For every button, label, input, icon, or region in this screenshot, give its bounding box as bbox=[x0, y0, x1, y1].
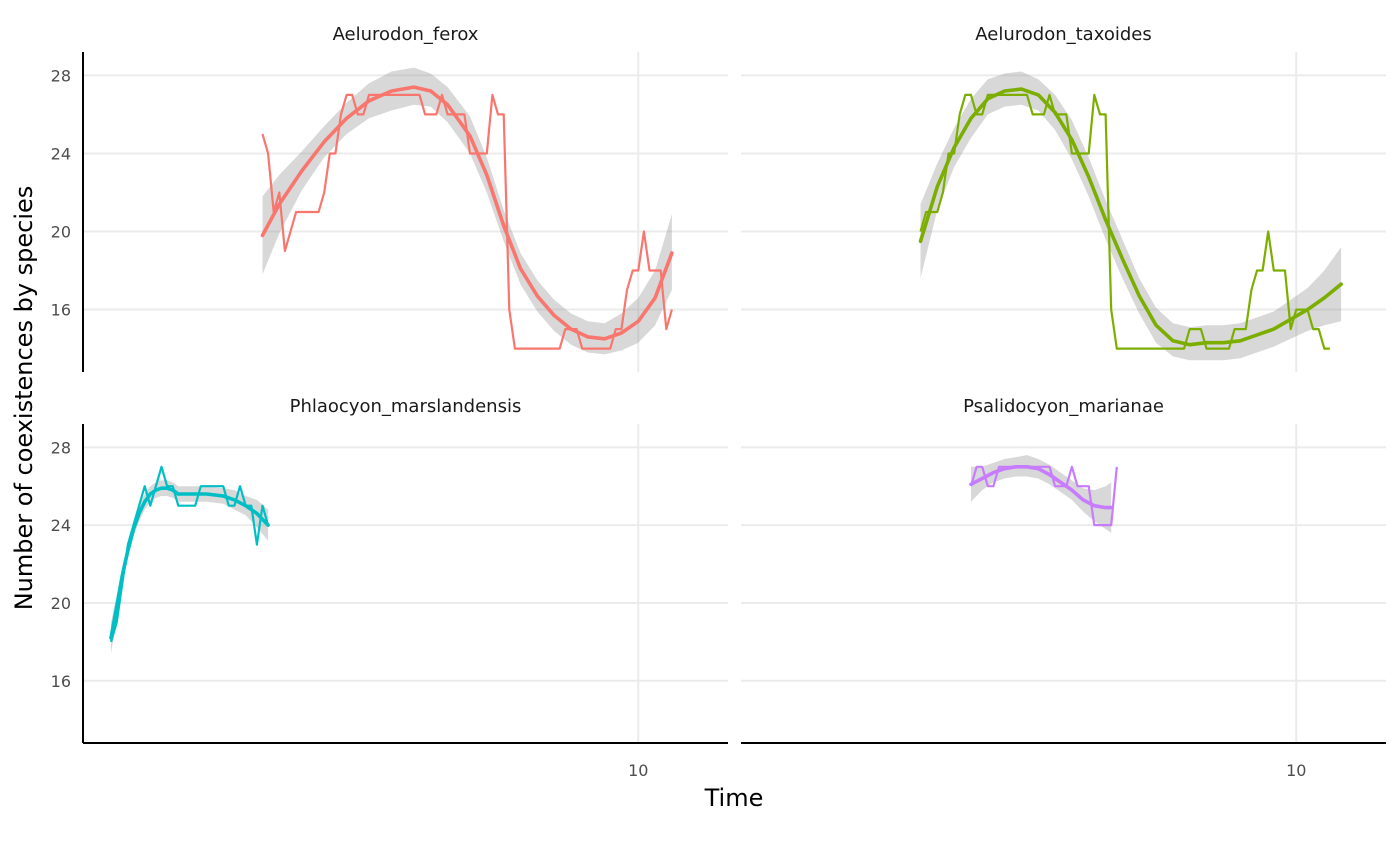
y-tick-label-24-aelurodon_ferox: 24 bbox=[51, 144, 71, 163]
confidence-band-aelurodon_taxoides bbox=[920, 71, 1342, 361]
y-tick-label-16-phlaocyon_marslandensis: 16 bbox=[51, 672, 71, 691]
x-tick-label-10-phlaocyon_marslandensis: 10 bbox=[628, 761, 648, 780]
smooth-trend-line-psalidocyon_marianae bbox=[969, 464, 1113, 510]
panel-title-aelurodon_taxoides: Aelurodon_taxoides bbox=[975, 24, 1151, 45]
smooth-trend-line-aelurodon_taxoides bbox=[918, 87, 1343, 347]
raw-series-line-psalidocyon_marianae bbox=[969, 465, 1118, 527]
confidence-band-aelurodon_ferox bbox=[262, 67, 672, 355]
panel-title-aelurodon_ferox: Aelurodon_ferox bbox=[333, 24, 479, 45]
y-tick-label-16-aelurodon_ferox: 16 bbox=[51, 301, 71, 320]
smooth-trend-line-phlaocyon_marslandensis bbox=[109, 486, 270, 640]
raw-series-line-aelurodon_taxoides bbox=[919, 93, 1330, 350]
y-tick-label-28-aelurodon_ferox: 28 bbox=[51, 66, 71, 85]
y-tick-label-28-phlaocyon_marslandensis: 28 bbox=[51, 438, 71, 457]
y-tick-label-20-aelurodon_ferox: 20 bbox=[51, 223, 71, 242]
y-tick-label-24-phlaocyon_marslandensis: 24 bbox=[51, 516, 71, 535]
confidence-band-psalidocyon_marianae bbox=[971, 455, 1112, 533]
panel-title-phlaocyon_marslandensis: Phlaocyon_marslandensis bbox=[290, 396, 522, 417]
panel-title-psalidocyon_marianae: Psalidocyon_marianae bbox=[963, 396, 1164, 417]
x-axis-title: Time bbox=[704, 784, 764, 812]
x-tick-label-10-psalidocyon_marianae: 10 bbox=[1286, 761, 1306, 780]
y-axis-title: Number of coexistences by species bbox=[10, 186, 38, 611]
y-tick-label-20-phlaocyon_marslandensis: 20 bbox=[51, 594, 71, 613]
smooth-trend-line-aelurodon_ferox bbox=[260, 85, 674, 341]
